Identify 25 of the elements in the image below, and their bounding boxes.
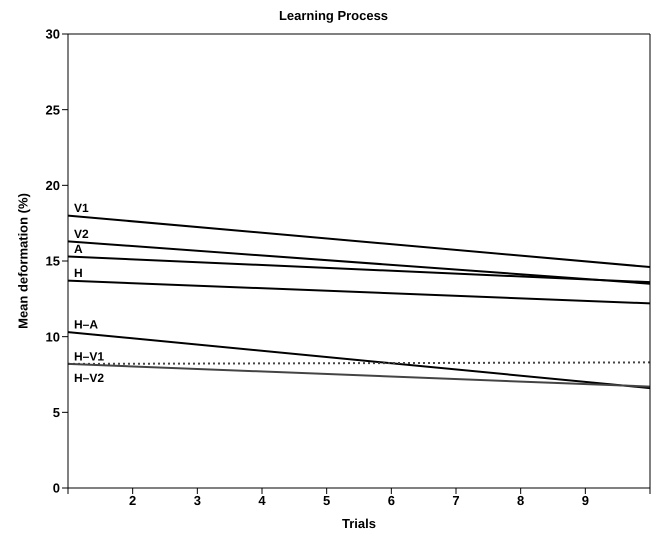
chart-title: Learning Process <box>278 8 390 25</box>
y-tick-label: 10 <box>46 329 60 344</box>
y-tick-label: 0 <box>52 480 60 496</box>
series-label: H–V2 <box>74 370 104 385</box>
x-tick-label: 6 <box>388 493 395 508</box>
x-tick-label: 7 <box>452 493 460 508</box>
x-tick-label: 5 <box>323 493 330 508</box>
y-axis-title: Mean deformation (%) <box>16 193 31 329</box>
x-tick-label: 3 <box>194 493 201 508</box>
y-tick-label: 30 <box>46 26 60 42</box>
x-axis-title: Trials <box>342 516 376 531</box>
x-tick-label: 2 <box>129 493 136 508</box>
series-label: V1 <box>74 201 90 216</box>
series-label: H–V1 <box>74 349 104 364</box>
x-tick-label: 8 <box>517 493 524 508</box>
x-tick-label: 4 <box>258 493 266 508</box>
series-label: H <box>74 266 83 280</box>
y-tick-label: 20 <box>46 178 60 193</box>
y-tick-label: 15 <box>46 254 60 269</box>
series-label: A <box>74 242 83 256</box>
x-tick-label: 9 <box>582 493 589 508</box>
y-tick-label: 25 <box>46 102 60 118</box>
series-label: H–A <box>74 318 98 332</box>
series-label: V2 <box>74 226 90 241</box>
y-tick-label: 5 <box>52 404 60 420</box>
